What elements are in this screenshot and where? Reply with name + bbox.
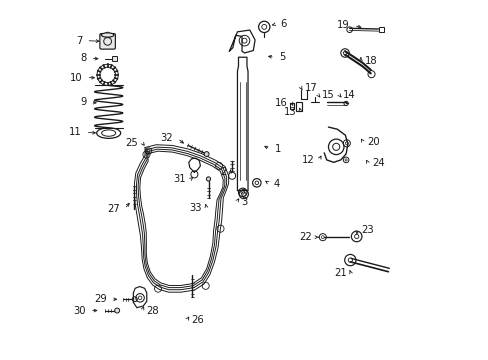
Circle shape bbox=[206, 177, 210, 181]
Text: 28: 28 bbox=[146, 306, 159, 315]
Text: 11: 11 bbox=[69, 127, 81, 138]
Circle shape bbox=[104, 32, 110, 38]
Circle shape bbox=[114, 308, 120, 313]
Text: 20: 20 bbox=[366, 137, 379, 147]
Bar bbox=[378, 27, 383, 32]
Text: 21: 21 bbox=[333, 269, 346, 279]
Text: 15: 15 bbox=[322, 90, 334, 100]
FancyBboxPatch shape bbox=[112, 57, 117, 62]
Text: 9: 9 bbox=[80, 98, 86, 107]
Bar bbox=[295, 102, 302, 111]
Text: 5: 5 bbox=[279, 52, 285, 62]
Ellipse shape bbox=[101, 33, 114, 37]
Text: 31: 31 bbox=[173, 174, 186, 184]
Text: 4: 4 bbox=[273, 179, 279, 189]
Text: 24: 24 bbox=[371, 158, 384, 168]
Text: 22: 22 bbox=[298, 232, 311, 242]
Text: 6: 6 bbox=[279, 19, 285, 29]
Text: 8: 8 bbox=[80, 53, 86, 63]
Text: 2: 2 bbox=[219, 167, 225, 177]
Text: 30: 30 bbox=[73, 306, 85, 315]
Text: 12: 12 bbox=[302, 154, 314, 165]
Bar bbox=[289, 103, 293, 109]
Text: 33: 33 bbox=[189, 203, 202, 212]
Text: 10: 10 bbox=[69, 73, 82, 83]
Text: 29: 29 bbox=[94, 294, 107, 304]
Text: 1: 1 bbox=[274, 144, 280, 154]
Text: 23: 23 bbox=[361, 225, 373, 235]
Text: 17: 17 bbox=[305, 82, 317, 93]
Text: 19: 19 bbox=[336, 21, 349, 31]
Text: 13: 13 bbox=[284, 107, 296, 117]
Text: 26: 26 bbox=[190, 315, 203, 325]
Text: 16: 16 bbox=[274, 98, 287, 108]
Text: 25: 25 bbox=[125, 138, 138, 148]
Text: 32: 32 bbox=[160, 133, 173, 143]
Text: 7: 7 bbox=[76, 36, 82, 46]
Circle shape bbox=[132, 297, 137, 302]
Circle shape bbox=[203, 152, 209, 157]
FancyBboxPatch shape bbox=[100, 33, 115, 49]
Text: 3: 3 bbox=[241, 197, 247, 207]
Text: 18: 18 bbox=[365, 56, 377, 66]
Text: 27: 27 bbox=[107, 204, 120, 214]
Text: 14: 14 bbox=[343, 90, 355, 100]
